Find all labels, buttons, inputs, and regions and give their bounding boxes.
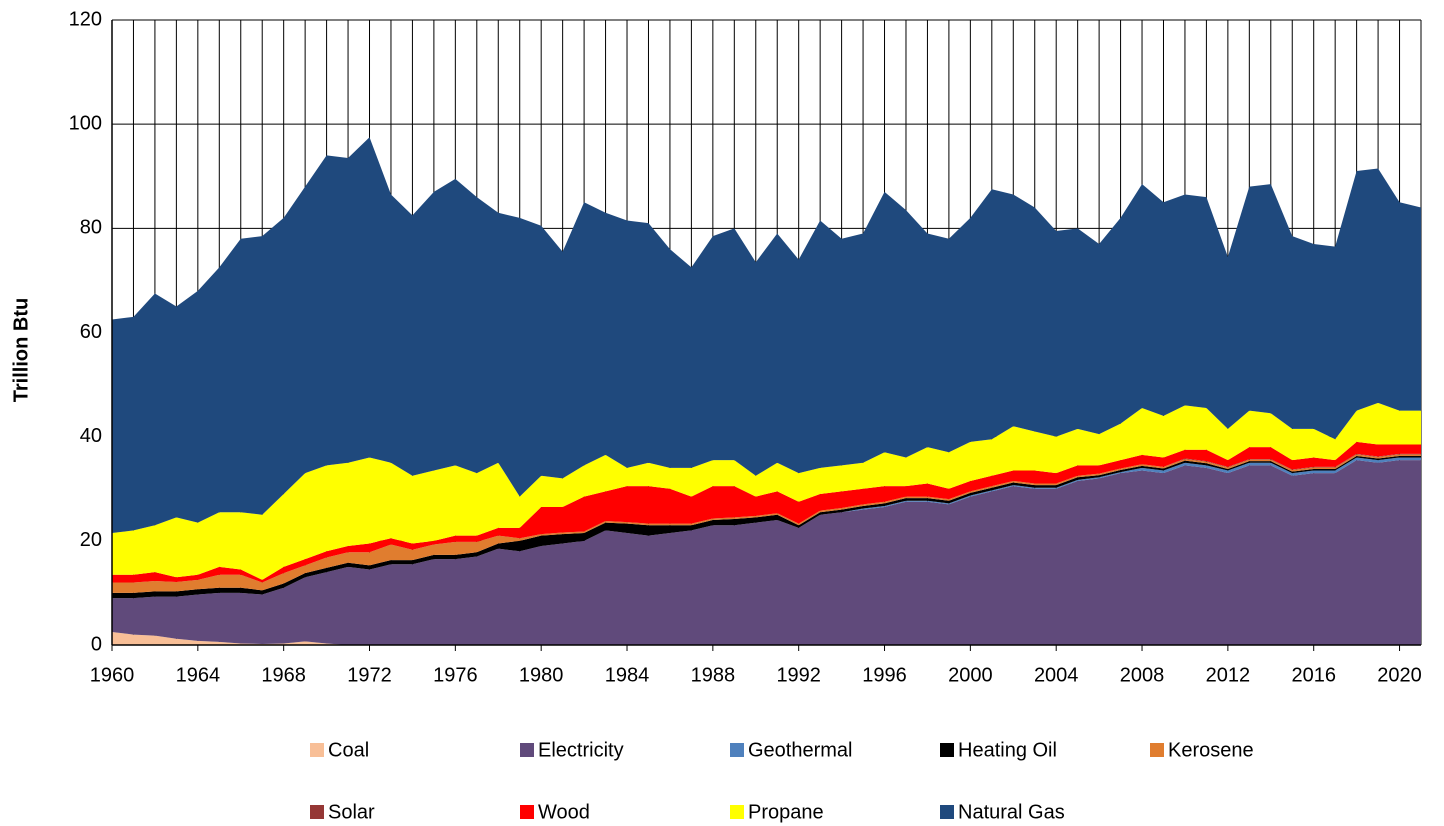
legend-swatch — [940, 805, 954, 819]
x-tick-label: 1964 — [176, 664, 221, 686]
legend-swatch — [310, 743, 324, 757]
x-tick-label: 2000 — [948, 664, 993, 686]
legend-swatch — [520, 805, 534, 819]
y-tick-label: 20 — [80, 529, 102, 551]
legend-label: Wood — [538, 801, 590, 823]
x-tick-label: 2004 — [1034, 664, 1079, 686]
y-axis-label: Trillion Btu — [10, 298, 32, 402]
legend-swatch — [310, 805, 324, 819]
x-tick-label: 1980 — [519, 664, 564, 686]
y-tick-label: 0 — [91, 633, 102, 655]
x-tick-label: 1992 — [776, 664, 821, 686]
x-tick-label: 2012 — [1206, 664, 1251, 686]
x-tick-label: 1996 — [862, 664, 907, 686]
legend-label: Propane — [748, 801, 824, 823]
legend-swatch — [1150, 743, 1164, 757]
legend-swatch — [730, 743, 744, 757]
x-tick-label: 1968 — [261, 664, 306, 686]
x-tick-label: 1960 — [90, 664, 135, 686]
legend-label: Natural Gas — [958, 801, 1065, 823]
y-tick-label: 120 — [69, 8, 102, 30]
legend-label: Geothermal — [748, 739, 853, 761]
legend-label: Heating Oil — [958, 739, 1057, 761]
x-tick-label: 2016 — [1291, 664, 1336, 686]
legend-label: Electricity — [538, 739, 624, 761]
legend-label: Kerosene — [1168, 739, 1254, 761]
x-tick-label: 1976 — [433, 664, 478, 686]
y-tick-label: 60 — [80, 321, 102, 343]
area — [112, 402, 1421, 580]
y-tick-label: 100 — [69, 112, 102, 134]
y-tick-label: 40 — [80, 425, 102, 447]
x-tick-label: 2008 — [1120, 664, 1165, 686]
legend-swatch — [520, 743, 534, 757]
y-tick-label: 80 — [80, 217, 102, 239]
area — [112, 454, 1421, 593]
area — [112, 460, 1421, 645]
legend-swatch — [940, 743, 954, 757]
area — [112, 137, 1421, 534]
legend-label: Solar — [328, 801, 375, 823]
area — [112, 441, 1421, 583]
legend-label: Coal — [328, 739, 369, 761]
x-tick-label: 1984 — [605, 664, 650, 686]
x-tick-label: 2020 — [1377, 664, 1422, 686]
legend-swatch — [730, 805, 744, 819]
x-tick-label: 1988 — [691, 664, 736, 686]
x-tick-label: 1972 — [347, 664, 392, 686]
area — [112, 631, 1421, 645]
